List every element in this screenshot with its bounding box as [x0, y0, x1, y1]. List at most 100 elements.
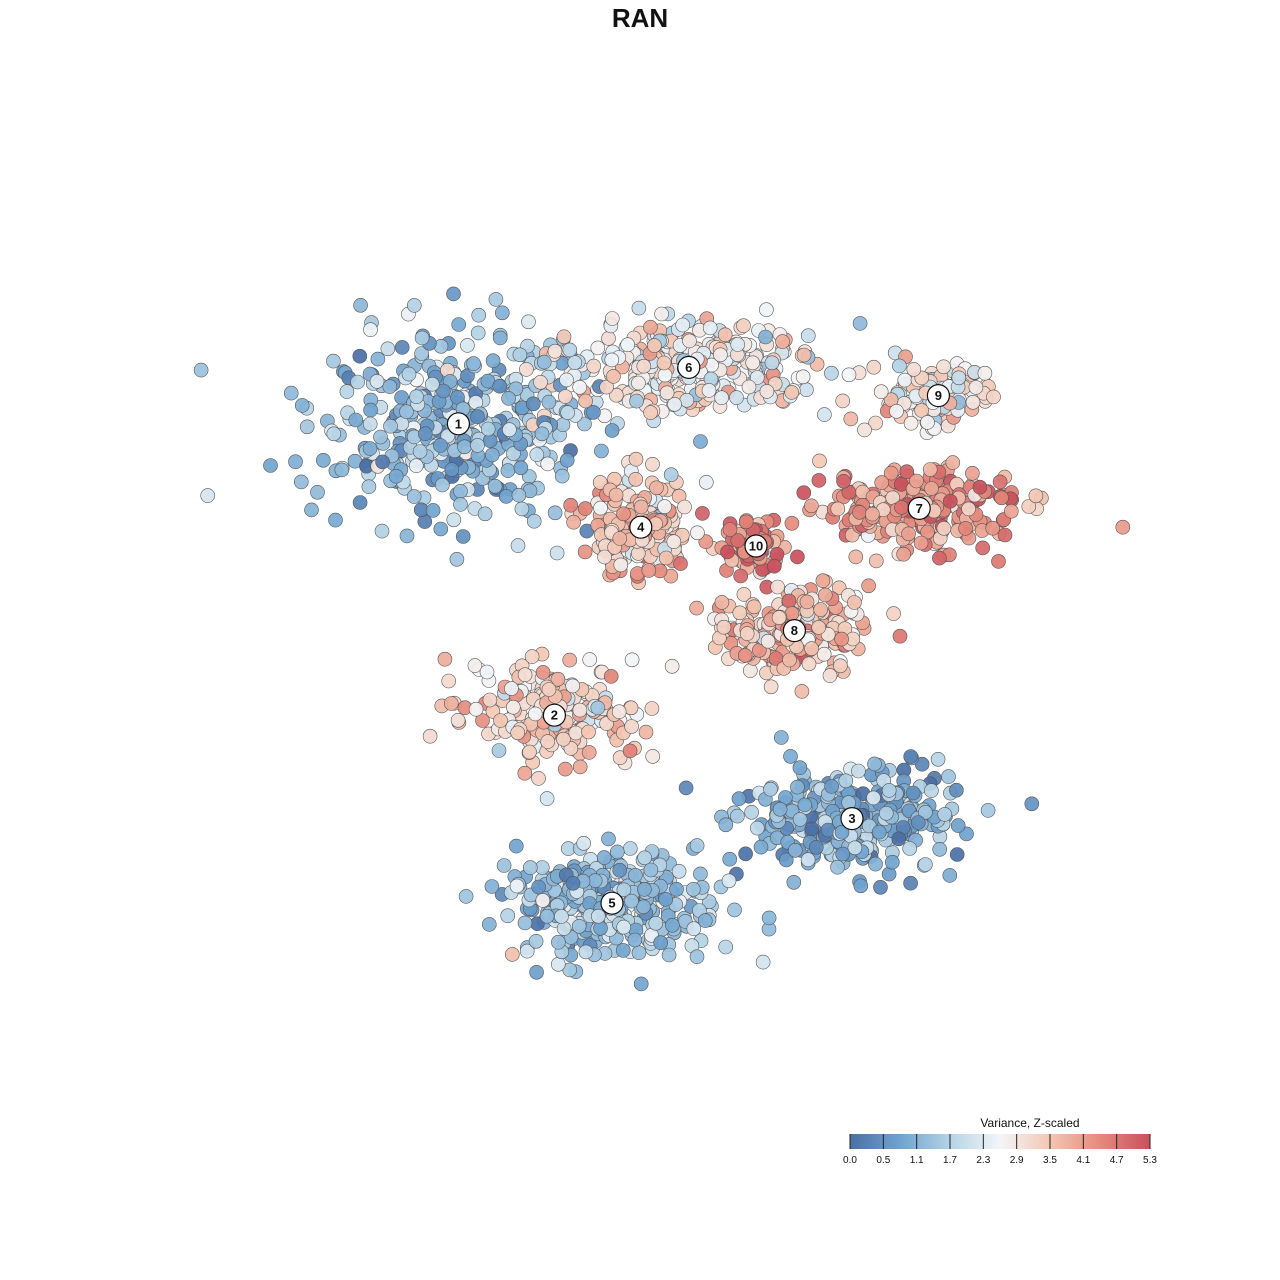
scatter-point [611, 704, 627, 720]
legend-tick-label: 4.7 [1110, 1155, 1124, 1166]
scatter-point [559, 372, 574, 388]
scatter-point [488, 292, 504, 307]
legend-ticks: 0.0 0.5 1.1 1.7 2.3 2.9 3.5 4.1 4.7 5.3 [843, 1134, 1157, 1166]
scatter-point [965, 394, 981, 410]
scatter-point [353, 297, 368, 313]
scatter-point [804, 641, 819, 656]
scatter-point [729, 390, 744, 405]
scatter-point [755, 954, 771, 970]
scatter-point [550, 956, 566, 972]
scatter-point [510, 538, 526, 553]
scatter-point [637, 882, 652, 897]
scatter-point [949, 847, 965, 862]
scatter-point [914, 403, 929, 418]
scatter-point [772, 801, 788, 817]
scatter-point [541, 394, 557, 410]
scatter-point [624, 893, 639, 909]
scatter-point [334, 462, 350, 478]
scatter-point [868, 553, 884, 569]
scatter-point [599, 379, 614, 395]
scatter-point [547, 343, 563, 359]
scatter-point [613, 557, 629, 573]
scatter-point [352, 495, 368, 510]
scatter-point [409, 389, 424, 405]
scatter-point [470, 409, 485, 425]
scatter-point [838, 773, 854, 789]
scatter-point [567, 355, 583, 370]
scatter-point [612, 531, 628, 546]
scatter-point [661, 947, 677, 963]
cluster-label: 4 [629, 515, 653, 539]
scatter-point [795, 369, 811, 385]
scatter-point [824, 779, 839, 794]
scatter-point [505, 699, 521, 715]
scatter-point [739, 626, 755, 641]
scatter-point [918, 857, 933, 872]
scatter-point [460, 338, 475, 353]
cluster-label-text: 6 [685, 360, 692, 375]
scatter-point [737, 648, 753, 663]
scatter-point [800, 852, 816, 868]
cluster-label-badge [926, 384, 951, 408]
scatter-point [643, 405, 658, 420]
cluster-label-badge [840, 806, 864, 831]
scatter-point [778, 852, 794, 868]
scatter-point [577, 544, 593, 560]
scatter-point [760, 633, 776, 649]
scatter-point [868, 415, 883, 431]
scatter-point [717, 327, 733, 343]
scatter-point [527, 706, 543, 722]
scatter-point [686, 921, 702, 937]
scatter-point [401, 366, 417, 382]
legend-tick-label: 5.3 [1143, 1155, 1157, 1166]
scatter-point [866, 790, 881, 806]
scatter-point [994, 490, 1009, 506]
cluster-label: 5 [600, 891, 624, 915]
scatter-point [514, 501, 530, 517]
scatter-point [852, 316, 868, 331]
scatter-point [932, 841, 948, 857]
cluster-label-text: 1 [455, 416, 462, 431]
scatter-point [493, 713, 508, 728]
scatter-point [480, 421, 496, 437]
scatter-point [796, 485, 812, 501]
scatter-point [492, 330, 508, 346]
scatter-point [608, 387, 624, 403]
scatter-point [873, 384, 889, 400]
scatter-point [586, 405, 601, 420]
scatter-point [733, 568, 749, 584]
scatter-point [866, 359, 882, 375]
legend-tick-label: 0.0 [843, 1155, 857, 1166]
scatter-point [293, 474, 309, 490]
scatter-point [406, 298, 422, 313]
scatter-point [443, 696, 459, 711]
scatter-point [631, 375, 646, 391]
scatter-point [786, 874, 802, 890]
scatter-point [315, 452, 331, 468]
scatter-point [769, 546, 785, 562]
scatter-point [936, 520, 952, 536]
scatter-point [470, 325, 486, 341]
scatter-point [920, 415, 935, 430]
scatter-point [641, 563, 657, 578]
scatter-point [572, 759, 588, 775]
cluster-label-badge [782, 618, 807, 643]
scatter-point [867, 756, 882, 772]
scatter-point [362, 441, 378, 456]
scatter-point [722, 522, 738, 537]
scatter-point [804, 498, 819, 514]
scatter-point [628, 471, 644, 487]
scatter-point [695, 506, 710, 521]
scatter-point [414, 330, 430, 346]
scatter-point [1021, 499, 1037, 514]
scatter-point [482, 692, 498, 708]
scatter-point [283, 385, 299, 401]
scatter-point [510, 725, 526, 741]
scatter-point [945, 455, 961, 470]
scatter-point [616, 919, 632, 935]
scatter-point [903, 875, 918, 891]
scatter-point [790, 779, 805, 795]
scatter-point [468, 701, 484, 717]
scatter-point [647, 338, 662, 353]
